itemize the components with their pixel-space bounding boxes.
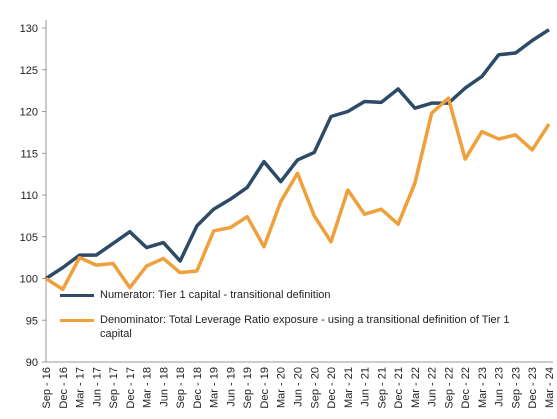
x-tick-label: Sep - 22 [443, 367, 455, 409]
y-tick-label: 100 [20, 274, 38, 286]
x-tick-label: Jun - 18 [158, 367, 170, 407]
x-tick-label: Jun - 22 [427, 367, 439, 407]
x-tick-label: Dec - 18 [192, 367, 204, 409]
x-tick-label: Jun - 23 [494, 367, 506, 407]
x-tick-label: Mar - 21 [343, 367, 355, 408]
x-tick-label: Dec - 17 [125, 367, 137, 409]
x-tick-label: Sep - 17 [108, 367, 120, 409]
x-tick-label: Jun - 19 [225, 367, 237, 407]
x-tick-label: Mar - 19 [209, 367, 221, 408]
y-tick-label: 125 [20, 65, 38, 77]
y-tick-label: 105 [20, 232, 38, 244]
x-tick-label: Mar - 22 [410, 367, 422, 408]
y-tick-label: 120 [20, 107, 38, 119]
x-tick-label: Mar - 20 [276, 367, 288, 408]
x-tick-label: Sep - 23 [510, 367, 522, 409]
x-tick-label: Dec - 16 [58, 367, 70, 409]
x-tick-label: Dec - 20 [326, 367, 338, 409]
x-tick-label: Sep - 21 [376, 367, 388, 409]
legend-label: Denominator: Total Leverage Ratio exposu… [100, 314, 510, 340]
x-tick-label: Dec - 23 [527, 367, 539, 409]
legend-swatch [60, 319, 94, 322]
x-tick-label: Sep - 16 [41, 367, 53, 409]
x-tick-label: Jun - 21 [360, 367, 372, 407]
y-tick-label: 110 [20, 190, 38, 202]
x-tick-label: Mar - 23 [477, 367, 489, 408]
y-tick-label: 95 [26, 315, 38, 327]
x-tick-label: Sep - 18 [175, 367, 187, 409]
x-tick-label: Mar - 18 [142, 367, 154, 408]
legend-entry: Denominator: Total Leverage Ratio exposu… [60, 313, 530, 341]
legend-swatch [60, 294, 94, 297]
x-tick-label: Sep - 20 [309, 367, 321, 409]
x-tick-label: Sep - 19 [242, 367, 254, 409]
y-tick-label: 115 [20, 148, 38, 160]
x-tick-label: Dec - 22 [460, 367, 472, 409]
x-tick-label: Jun - 17 [91, 367, 103, 407]
x-tick-label: Dec - 21 [393, 367, 405, 409]
series-line [45, 28, 550, 280]
x-tick-label: Dec - 19 [259, 367, 271, 409]
x-tick-label: Mar - 24 [544, 367, 556, 408]
legend-entry: Numerator: Tier 1 capital - transitional… [60, 288, 530, 302]
legend-label: Numerator: Tier 1 capital - transitional… [100, 289, 331, 301]
y-tick-label: 90 [26, 357, 38, 369]
y-tick-label: 130 [20, 23, 38, 35]
series-line [45, 96, 551, 292]
legend: Numerator: Tier 1 capital - transitional… [60, 288, 530, 352]
x-tick-label: Jun - 20 [293, 367, 305, 407]
x-tick-label: Mar - 17 [75, 367, 87, 408]
